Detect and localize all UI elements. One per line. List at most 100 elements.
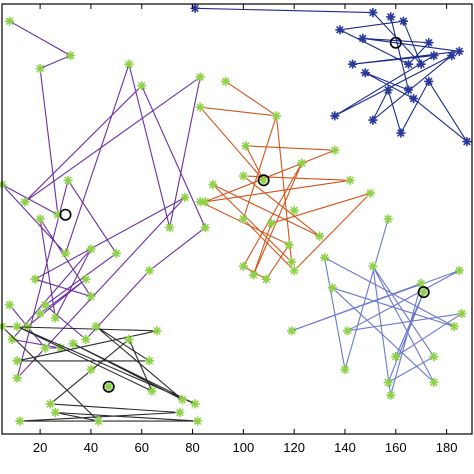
cluster-2-node: [241, 141, 251, 151]
cluster-4-centroid: [417, 286, 430, 299]
axis-layer: 20 40 60 80 100 120 140 160 180: [1, 3, 473, 455]
cluster-2-node: [266, 218, 276, 228]
cluster-1-node: [30, 274, 40, 284]
x-tick-label: 20: [33, 440, 47, 455]
cluster-1-node: [124, 59, 134, 69]
cluster-1-node: [55, 343, 65, 353]
cluster-5-node: [86, 364, 96, 375]
cluster-4-route: [291, 218, 463, 396]
cluster-4-node: [416, 278, 426, 289]
cluster-1-node: [137, 81, 147, 91]
cluster-4-node: [386, 390, 396, 400]
cluster-3-node: [348, 59, 358, 69]
cluster-2-node: [297, 158, 307, 168]
x-tick-label: 180: [436, 440, 458, 455]
cluster-1-node: [53, 210, 63, 220]
cluster-2-node: [287, 257, 297, 267]
cluster-1-node: [180, 192, 190, 203]
cluster-4-node: [383, 377, 393, 387]
cluster-1-node: [40, 343, 50, 353]
x-tick-label: 160: [385, 440, 407, 455]
cluster-3-node: [396, 128, 406, 138]
cluster-5-node: [15, 416, 25, 426]
cluster-4-node: [340, 364, 350, 375]
x-tick-label: 60: [134, 440, 148, 455]
cluster-1-node: [63, 175, 73, 185]
cluster-3: [190, 3, 472, 147]
cluster-3-node: [409, 94, 419, 104]
cluster-3-node: [190, 3, 200, 13]
cluster-5-node: [50, 407, 60, 418]
cluster-5-centroid: [102, 380, 115, 393]
cluster-1: [0, 16, 210, 383]
cluster-1-node: [165, 223, 175, 233]
x-tick-label: 80: [185, 440, 199, 455]
cluster-2-node: [238, 171, 248, 181]
cluster-3-node: [447, 51, 457, 61]
cluster-5-node: [104, 382, 114, 392]
cluster-5-node: [147, 386, 157, 396]
cluster-4-node: [287, 326, 297, 336]
cluster-4-node: [419, 287, 429, 297]
cluster-2-node: [289, 266, 299, 276]
cluster-2: [195, 76, 375, 284]
cluster-5-node: [93, 416, 104, 426]
cluster-1-node: [22, 321, 32, 332]
cluster-1-node: [86, 291, 96, 301]
cluster-2-node: [330, 145, 340, 155]
cluster-5-node: [68, 339, 78, 349]
cluster-5-node: [193, 416, 203, 426]
cluster-3-node: [383, 85, 393, 95]
cluster-5-node: [45, 399, 55, 409]
cluster-3-node: [416, 59, 426, 69]
cluster-3-centroid: [389, 36, 402, 49]
cluster-3-node: [424, 76, 434, 86]
cluster-3-node: [454, 46, 464, 56]
cluster-1-node: [20, 197, 30, 207]
cluster-2-node: [221, 76, 231, 86]
cluster-3-node: [403, 85, 414, 95]
cluster-4-node: [368, 261, 378, 271]
cluster-4: [287, 214, 467, 400]
cluster-1-node: [5, 16, 15, 26]
cluster-3-node: [403, 59, 414, 69]
cluster-4-node: [429, 352, 439, 362]
cluster-1-node: [144, 266, 154, 276]
cluster-1-node: [12, 373, 22, 383]
cluster-2-node: [271, 111, 281, 121]
cluster-1-node: [7, 334, 17, 344]
cluster-2-node: [315, 231, 325, 241]
cluster-1-node: [35, 63, 45, 74]
cluster-2-node: [261, 274, 271, 284]
cluster-2-node: [208, 180, 218, 190]
cluster-1-node: [50, 313, 60, 323]
cluster-1-route: [1, 20, 206, 379]
cluster-3-node: [368, 8, 378, 18]
cluster-4-node: [454, 266, 464, 276]
cluster-4-node: [429, 377, 439, 387]
cluster-2-node: [238, 261, 248, 271]
cluster-3-node: [462, 137, 472, 147]
cluster-1-node: [195, 72, 205, 82]
cluster-2-node: [365, 188, 375, 198]
cluster-2-node: [195, 102, 205, 112]
cluster-3-node: [398, 16, 408, 26]
cluster-4-node: [327, 283, 337, 293]
cluster-2-node: [345, 175, 355, 185]
cluster-4-node: [320, 253, 330, 263]
cluster-5-route: [1, 325, 198, 423]
x-tick-label: 100: [232, 440, 254, 455]
cluster-3-node: [358, 33, 368, 43]
cluster-1-centroid: [59, 208, 72, 221]
cluster-2-node: [195, 197, 205, 207]
cluster-5-node: [12, 356, 22, 366]
cluster-2-node: [238, 214, 248, 224]
cluster-1-node: [35, 214, 45, 224]
cluster-1-node: [200, 223, 210, 233]
cluster-1-node: [81, 334, 91, 344]
cluster-1-node: [40, 300, 50, 310]
cluster-5-node: [124, 334, 134, 344]
x-tick-label: 140: [334, 440, 356, 455]
cluster-2-node: [248, 270, 259, 280]
cluster-2-node: [284, 240, 294, 250]
